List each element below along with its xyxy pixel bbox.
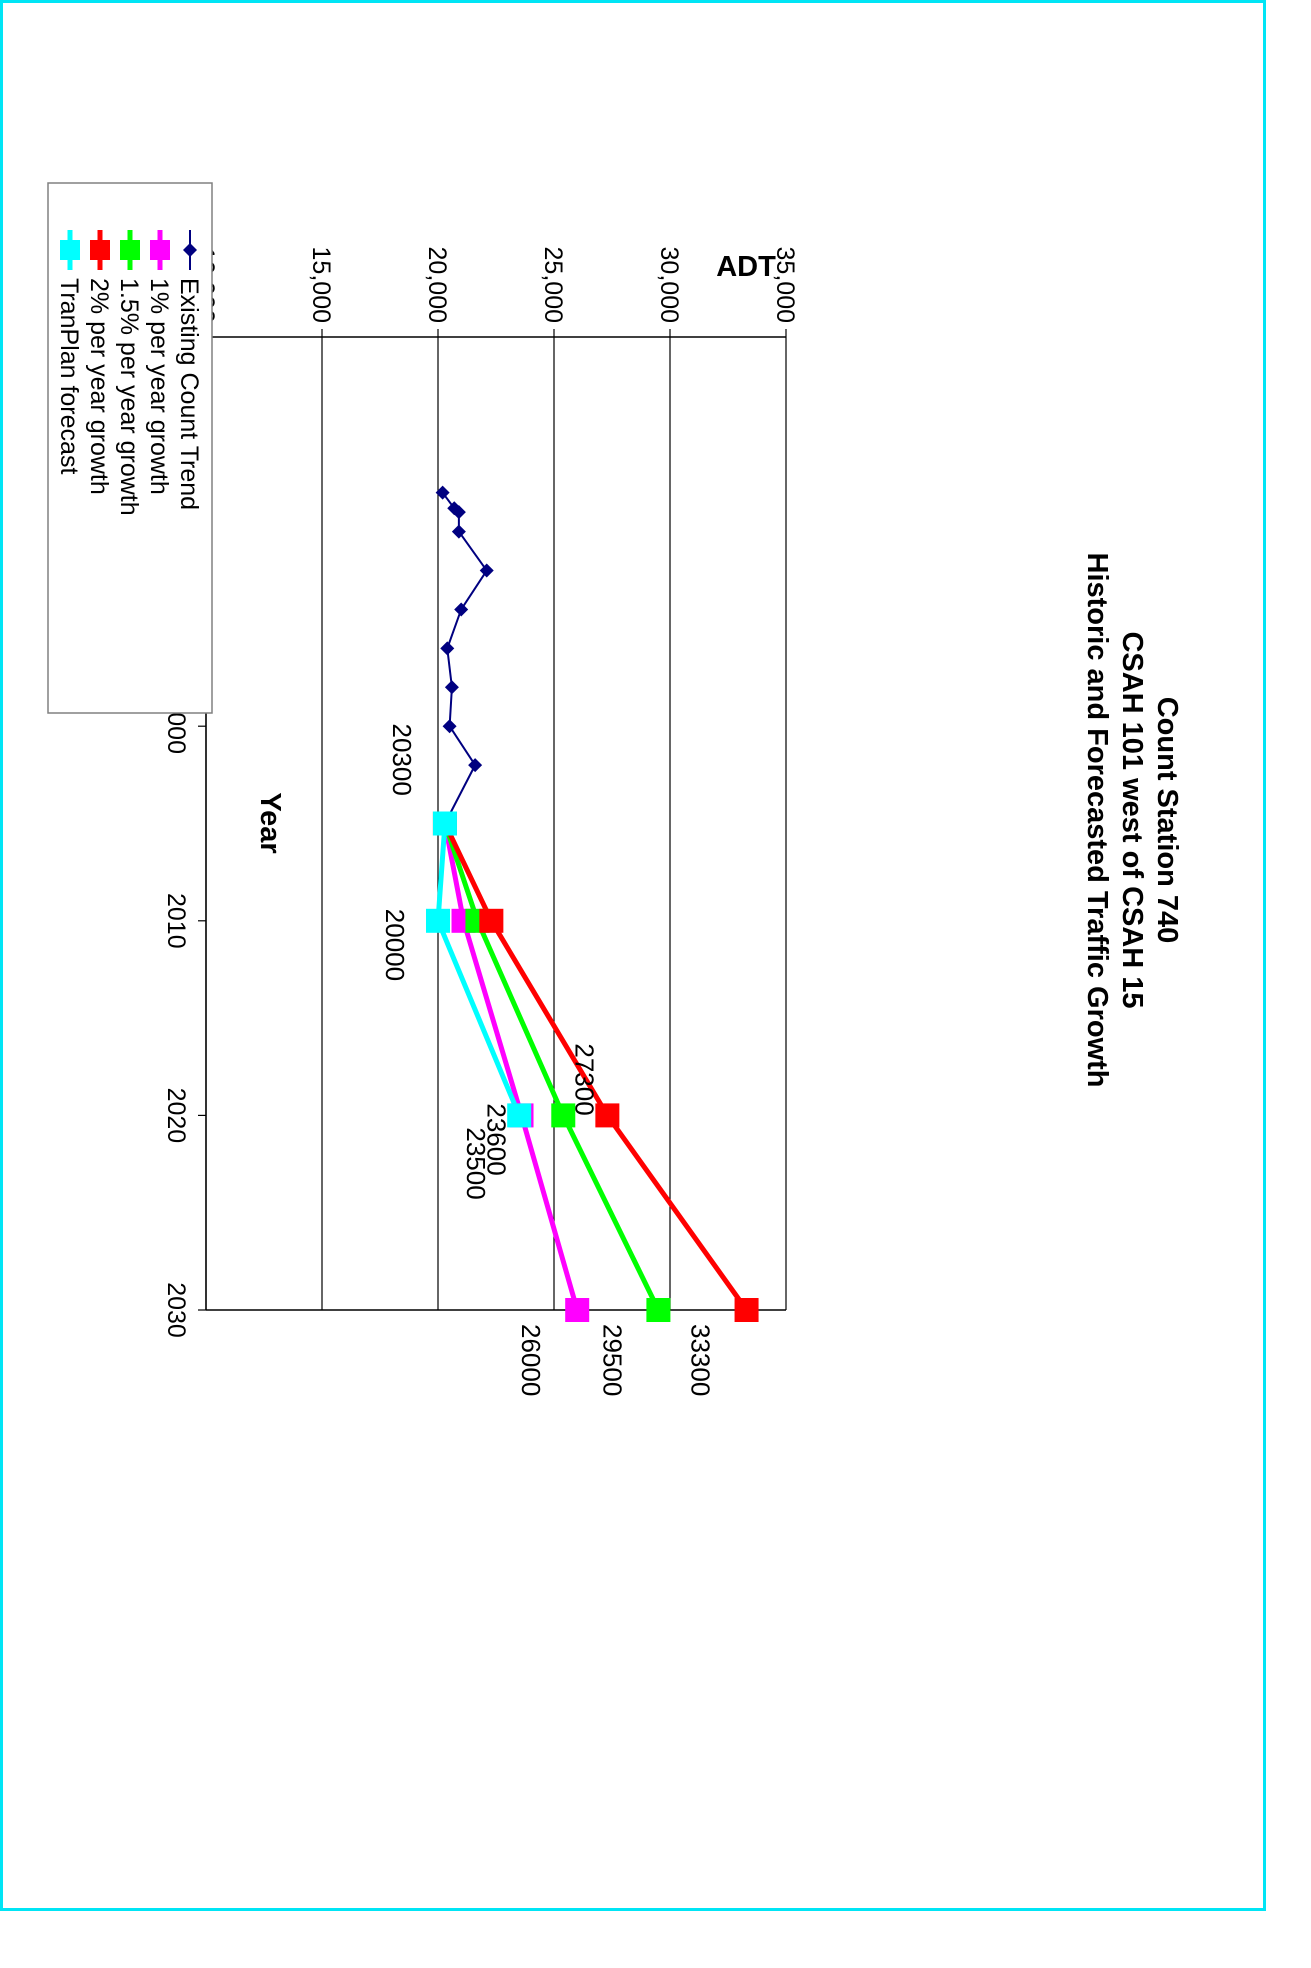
- legend-marker: [183, 243, 197, 257]
- x-tick-label: 2010: [162, 893, 190, 949]
- data-point-diamond: [479, 563, 494, 578]
- data-label: 23600: [482, 1103, 512, 1175]
- x-axis-label: Year: [254, 792, 286, 853]
- data-point-diamond: [442, 719, 457, 734]
- data-point-diamond: [440, 641, 455, 656]
- data-point-square: [551, 1103, 576, 1128]
- data-point-square: [432, 811, 457, 836]
- series-line: [442, 823, 580, 1311]
- legend-box: [47, 182, 213, 714]
- legend-marker: [120, 240, 140, 260]
- legend-marker: [150, 240, 170, 260]
- data-point-square: [426, 908, 450, 933]
- data-point-square: [565, 1298, 590, 1322]
- series-line: [441, 492, 488, 824]
- x-tick-label: 2030: [162, 1282, 190, 1338]
- data-label: 20300: [387, 724, 417, 796]
- series-line: [442, 822, 749, 1312]
- y-tick-label: 30,000: [655, 247, 683, 323]
- legend-label: 2% per year growth: [85, 278, 113, 495]
- data-point-diamond: [451, 524, 466, 539]
- x-tick-label: 2020: [162, 1088, 190, 1144]
- data-point-diamond: [444, 680, 459, 695]
- data-label: 20000: [380, 909, 410, 981]
- chart-title: Count Station 740: [1151, 697, 1183, 944]
- y-tick-label: 15,000: [307, 247, 335, 323]
- data-point-square: [646, 1298, 671, 1322]
- data-point-square: [595, 1103, 620, 1128]
- legend-label: 1.5% per year growth: [115, 278, 143, 516]
- data-point-diamond: [454, 602, 469, 617]
- y-axis-label: ADT: [716, 251, 776, 283]
- data-label: 29500: [597, 1324, 627, 1396]
- y-tick-label: 25,000: [539, 247, 567, 323]
- data-label: 27300: [569, 1043, 599, 1115]
- legend-label: 1% per year growth: [145, 278, 173, 495]
- y-tick-label: 35,000: [771, 247, 799, 323]
- data-point-diamond: [435, 485, 450, 500]
- data-label: 23500: [461, 1127, 491, 1199]
- data-point-square: [479, 908, 504, 933]
- data-point-diamond: [451, 505, 466, 520]
- data-label: 33300: [686, 1324, 716, 1396]
- legend-marker: [60, 240, 80, 260]
- y-tick-label: 20,000: [423, 247, 451, 323]
- data-point-diamond: [468, 758, 483, 773]
- data-point-square: [734, 1298, 759, 1322]
- legend-label: TranPlan forecast: [55, 278, 83, 474]
- chart-subtitle-2: Historic and Forecasted Traffic Growth: [1081, 553, 1113, 1088]
- chart-subtitle: CSAH 101 west of CSAH 15: [1116, 631, 1148, 1008]
- data-point-square: [507, 1103, 532, 1128]
- series-line: [442, 822, 661, 1312]
- legend-marker: [90, 240, 110, 260]
- legend-label: Existing Count Trend: [175, 278, 203, 510]
- data-label: 26000: [516, 1324, 546, 1396]
